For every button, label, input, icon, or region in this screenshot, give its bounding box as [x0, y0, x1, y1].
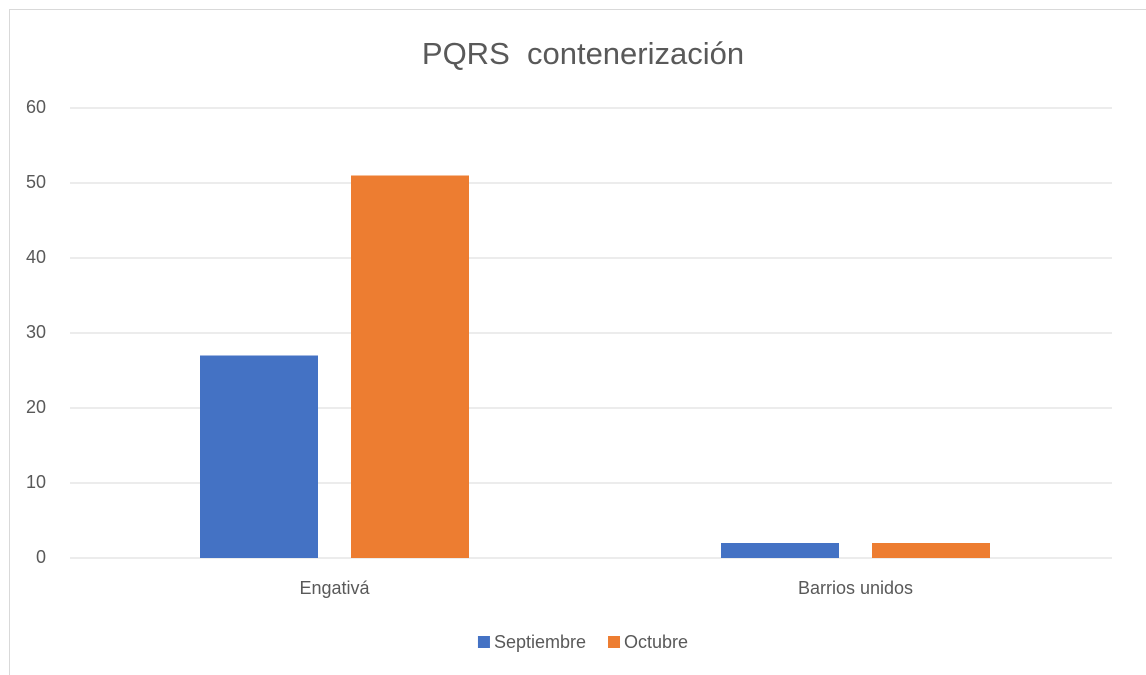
y-tick-label: 30 [26, 322, 46, 342]
y-tick-label: 20 [26, 397, 46, 417]
chart-frame [9, 9, 1146, 675]
legend-swatch [608, 636, 621, 648]
bar [872, 543, 990, 558]
y-tick-label: 10 [26, 472, 46, 492]
y-tick-label: 50 [26, 172, 46, 192]
bar [721, 543, 839, 558]
y-tick-label: 60 [26, 97, 46, 117]
legend-swatch [477, 636, 490, 648]
legend-label: Octubre [624, 632, 688, 652]
y-tick-label: 0 [36, 547, 46, 567]
y-tick-label: 40 [26, 247, 46, 267]
chart-title: PQRS contenerización [422, 36, 744, 71]
bar [351, 175, 469, 558]
bar [200, 355, 318, 558]
x-tick-label: Engativá [299, 578, 370, 598]
legend-label: Septiembre [494, 632, 586, 652]
x-tick-label: Barrios unidos [798, 578, 913, 598]
